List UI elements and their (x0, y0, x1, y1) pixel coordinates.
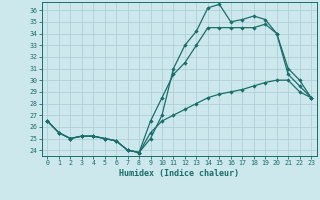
X-axis label: Humidex (Indice chaleur): Humidex (Indice chaleur) (119, 169, 239, 178)
